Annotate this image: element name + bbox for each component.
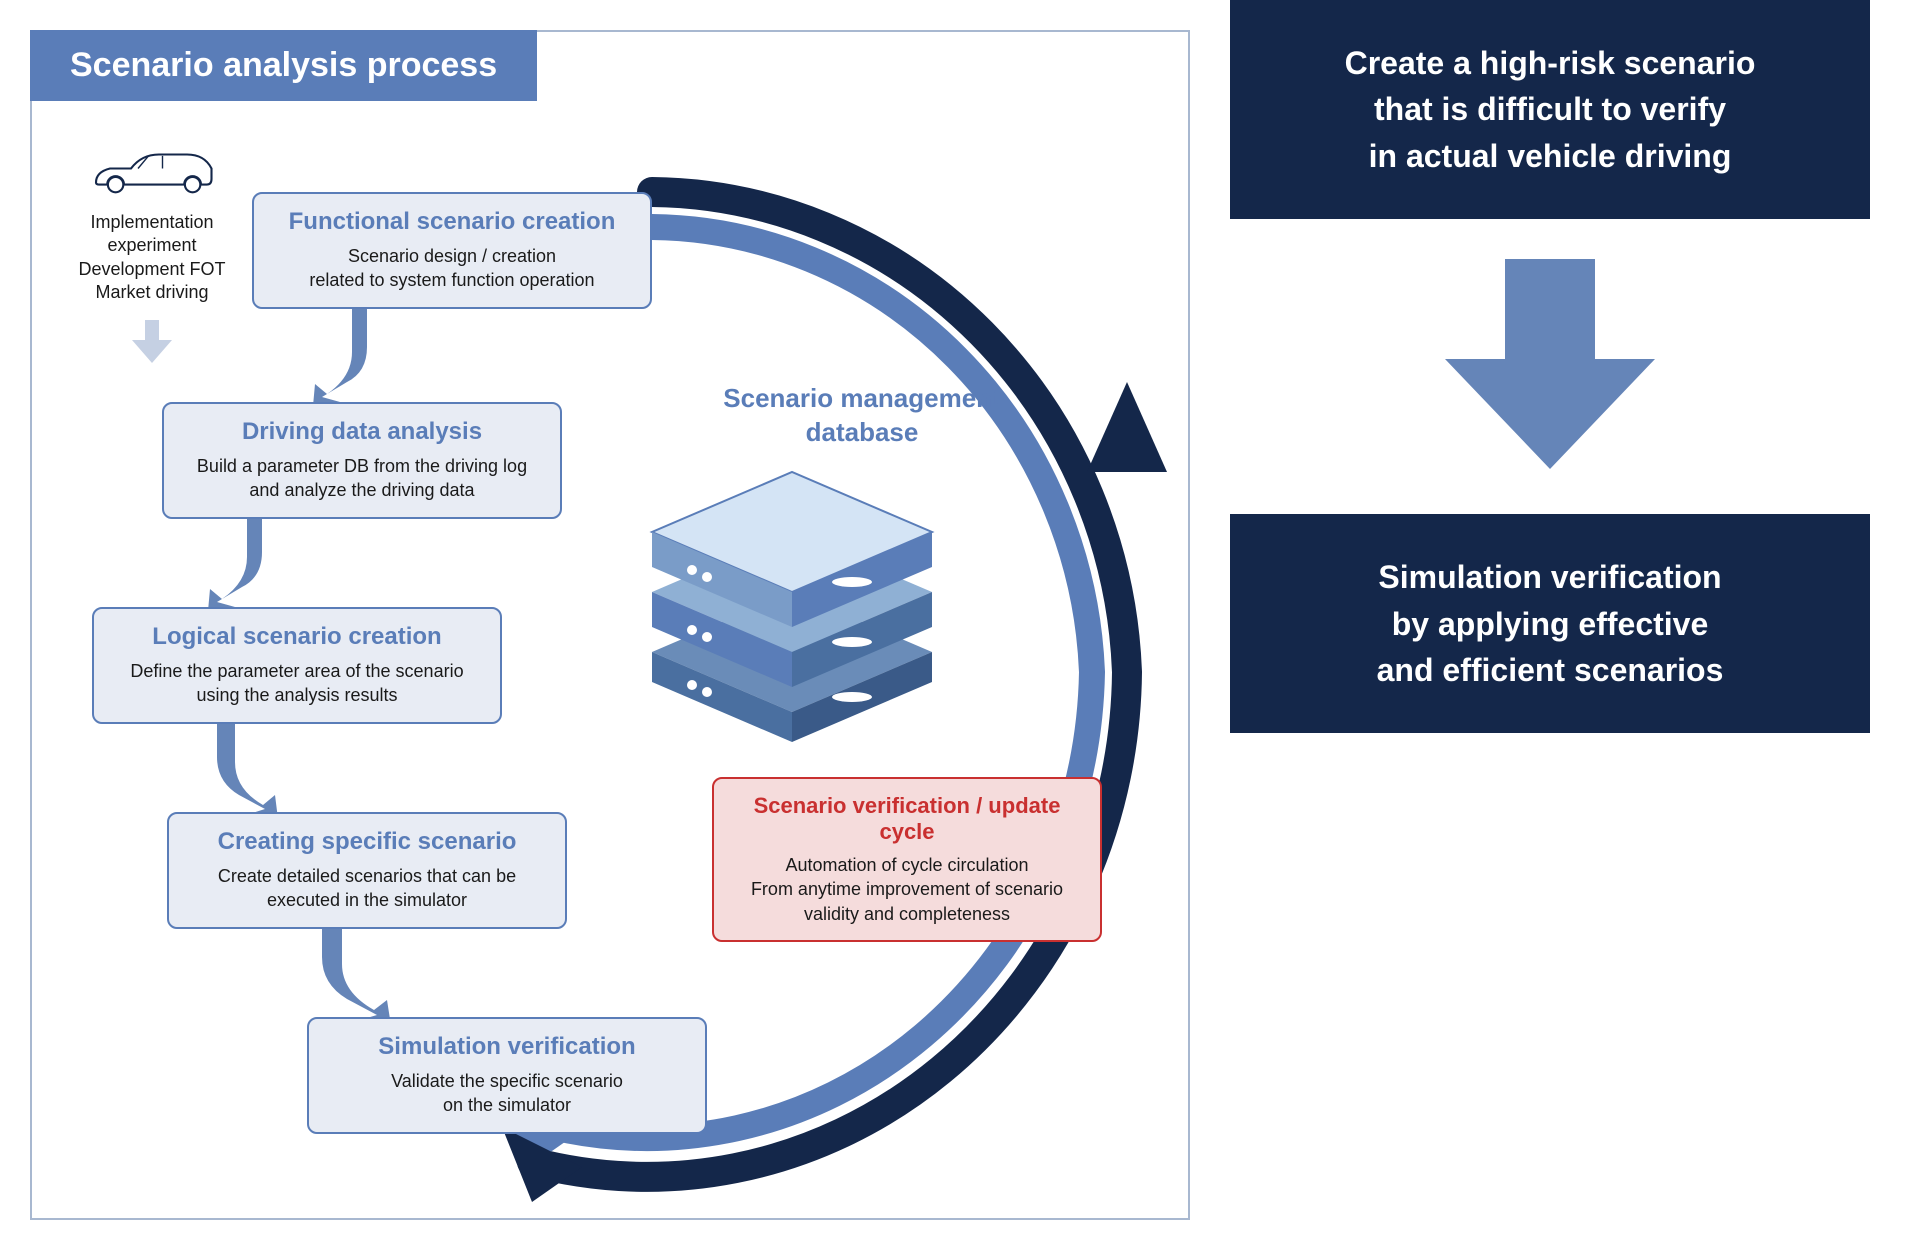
database-label: Scenario management database (712, 382, 1012, 450)
update-desc: Automation of cycle circulation From any… (734, 853, 1080, 926)
connector-4-icon (312, 922, 412, 1032)
process-title: Functional scenario creation (274, 208, 630, 236)
process-title: Logical scenario creation (114, 623, 480, 651)
big-down-arrow-icon (1435, 249, 1665, 484)
connector-3-icon (207, 717, 297, 827)
connector-2-icon (207, 512, 287, 622)
process-box-specific: Creating specific scenario Create detail… (167, 812, 567, 929)
right-box-bottom: Simulation verification by applying effe… (1230, 514, 1870, 733)
process-desc: Scenario design / creation related to sy… (274, 244, 630, 293)
process-title: Simulation verification (329, 1033, 685, 1061)
process-box-simulation: Simulation verification Validate the spe… (307, 1017, 707, 1134)
left-panel: Scenario analysis process Implementation… (30, 30, 1190, 1220)
right-panel: Create a high-risk scenario that is diff… (1230, 30, 1870, 1220)
update-title: Scenario verification / update cycle (734, 793, 1080, 845)
process-desc: Create detailed scenarios that can be ex… (189, 864, 545, 913)
process-title: Creating specific scenario (189, 828, 545, 856)
process-box-logical: Logical scenario creation Define the par… (92, 607, 502, 724)
process-title: Driving data analysis (184, 418, 540, 446)
update-cycle-box: Scenario verification / update cycle Aut… (712, 777, 1102, 942)
process-box-driving: Driving data analysis Build a parameter … (162, 402, 562, 519)
connector-1-icon (312, 302, 392, 417)
process-desc: Build a parameter DB from the driving lo… (184, 454, 540, 503)
right-box-top: Create a high-risk scenario that is diff… (1230, 0, 1870, 219)
database-icon (622, 452, 962, 762)
process-desc: Validate the specific scenario on the si… (329, 1069, 685, 1118)
process-box-functional: Functional scenario creation Scenario de… (252, 192, 652, 309)
process-desc: Define the parameter area of the scenari… (114, 659, 480, 708)
